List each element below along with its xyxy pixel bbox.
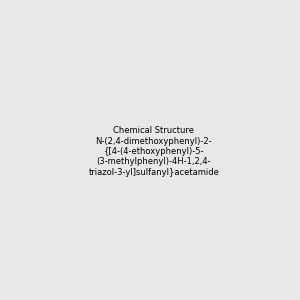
Text: Chemical Structure
N-(2,4-dimethoxyphenyl)-2-
{[4-(4-ethoxyphenyl)-5-
(3-methylp: Chemical Structure N-(2,4-dimethoxypheny…: [88, 126, 219, 177]
